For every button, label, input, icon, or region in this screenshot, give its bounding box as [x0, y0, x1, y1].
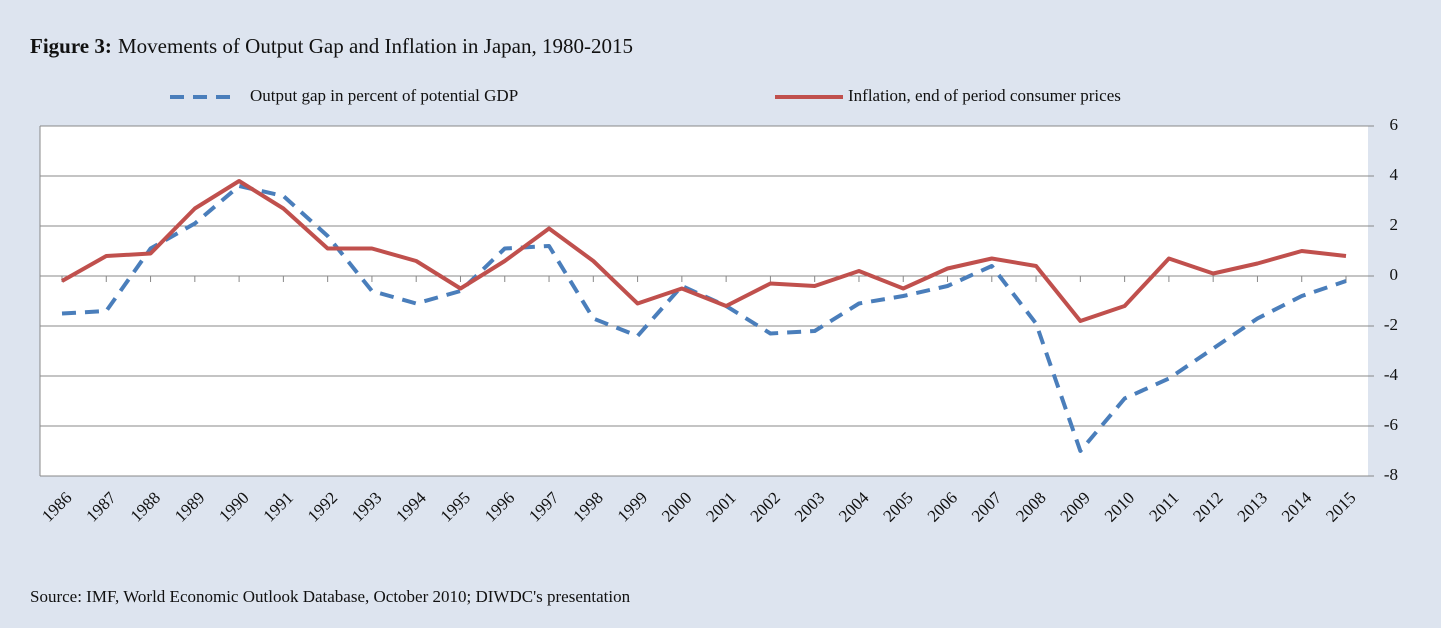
x-tick-label: 2014 — [1278, 488, 1316, 526]
x-tick-label: 2006 — [924, 488, 961, 525]
y-tick-label: 2 — [1390, 215, 1399, 234]
x-tick-label: 1986 — [38, 488, 75, 525]
x-tick-label: 1989 — [171, 488, 208, 525]
source: Source: IMF, World Economic Outlook Data… — [30, 587, 631, 606]
y-tick-label: 0 — [1390, 265, 1399, 284]
x-tick-label: 2005 — [879, 488, 916, 525]
y-tick-label: 4 — [1390, 165, 1399, 184]
x-tick-label: 1994 — [392, 488, 430, 526]
x-tick-label: 2013 — [1234, 488, 1271, 525]
x-tick-label: 1998 — [569, 488, 606, 525]
y-tick-label: -2 — [1384, 315, 1398, 334]
x-tick-label: 1997 — [525, 488, 563, 526]
line-series — [61, 179, 1347, 323]
y-tick-label: 6 — [1390, 115, 1399, 134]
legend-label: Inflation, end of period consumer prices — [848, 86, 1121, 105]
x-tick-label: 1988 — [127, 488, 164, 525]
x-tick-label: 1992 — [304, 488, 341, 525]
x-tick-label: 2007 — [968, 488, 1006, 526]
x-tick-label: 2010 — [1101, 488, 1138, 525]
x-tick-label: 1987 — [82, 488, 120, 526]
x-tick-label: 2011 — [1145, 488, 1182, 525]
x-tick-label: 2000 — [658, 488, 695, 525]
x-tick-label: 1993 — [348, 488, 385, 525]
x-tick-label: 1990 — [215, 488, 252, 525]
y-tick-label: -6 — [1384, 415, 1398, 434]
x-tick-label: 2012 — [1189, 488, 1226, 525]
x-tick-label: 2003 — [791, 488, 828, 525]
plot-area — [40, 126, 1368, 476]
x-tick-label: 2002 — [747, 488, 784, 525]
x-tick-label: 2015 — [1322, 488, 1359, 525]
y-tick-label: -8 — [1384, 465, 1398, 484]
x-tick-label: 1995 — [437, 488, 474, 525]
y-tick-label: -4 — [1384, 365, 1399, 384]
title-label: Figure 3: — [30, 34, 112, 58]
x-tick-label: 1999 — [614, 488, 651, 525]
x-tick-label: 1996 — [481, 488, 518, 525]
chart-title: Movements of Output Gap and Inflation in… — [118, 34, 633, 58]
x-tick-label: 2008 — [1012, 488, 1049, 525]
x-tick-label: 2009 — [1056, 488, 1093, 525]
x-tick-label: 2004 — [835, 488, 873, 526]
legend-label: Output gap in percent of potential GDP — [250, 86, 518, 105]
x-tick-label: 1991 — [259, 488, 296, 525]
x-tick-label: 2001 — [702, 488, 739, 525]
